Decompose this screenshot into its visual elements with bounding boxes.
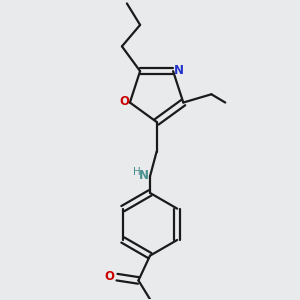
Text: O: O <box>119 95 129 108</box>
Text: N: N <box>174 64 184 77</box>
Text: H: H <box>133 167 141 178</box>
Text: O: O <box>105 270 115 283</box>
Text: N: N <box>139 169 149 182</box>
